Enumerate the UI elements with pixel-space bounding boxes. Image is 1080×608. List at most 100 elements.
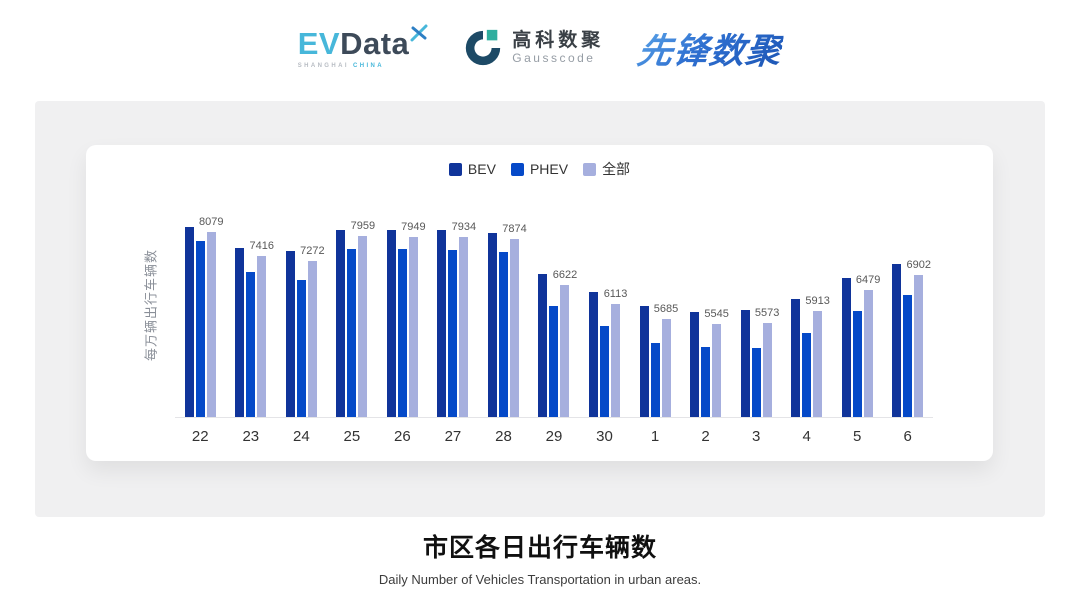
bar-PHEV-30 (600, 326, 610, 417)
page-title: 市区各日出行车辆数 (422, 534, 657, 562)
bar-PHEV-24 (296, 280, 306, 417)
bar-BEV-4 (791, 299, 801, 417)
x-tick-25: 25 (343, 428, 361, 445)
bar-全部-27 (459, 237, 469, 417)
evdata-tagline-china: CHINA (352, 62, 384, 69)
y-axis-title: 每万辆出行车辆数 (143, 248, 159, 362)
bar-PHEV-29 (549, 306, 559, 417)
bar-PHEV-1 (650, 343, 660, 417)
gausscode-name-en: Gausscode (512, 51, 596, 66)
bar-BEV-24 (285, 251, 295, 417)
pioneer-logo: 先锋数聚 (635, 23, 786, 74)
gausscode-logo: 高科数聚 Gausscode (462, 27, 604, 69)
bar-全部-24 (307, 261, 317, 417)
legend-item-BEV[interactable]: BEV (448, 161, 496, 177)
bar-BEV-27 (437, 230, 447, 417)
legend-label: 全部 (602, 161, 631, 177)
bar-全部-25 (358, 236, 368, 417)
bar-全部-30 (611, 304, 621, 417)
bar-全部-2 (712, 324, 722, 417)
bar-group-25: 7959 (327, 192, 378, 417)
gausscode-text: 高科数聚 Gausscode (512, 30, 604, 66)
gausscode-g-icon (466, 29, 501, 66)
value-label-30: 6113 (603, 288, 628, 300)
x-tick-6: 6 (903, 428, 912, 445)
bar-全部-1 (661, 319, 671, 417)
bar-BEV-3 (740, 310, 750, 417)
bar-PHEV-26 (397, 249, 407, 417)
value-label-5: 6479 (855, 274, 881, 286)
bar-BEV-2 (690, 312, 700, 417)
legend-label: PHEV (529, 161, 569, 177)
bar-全部-29 (560, 285, 570, 417)
x-tick-26: 26 (394, 428, 411, 445)
evdata-logo: EV Data SHANGHAI CHINA (297, 24, 429, 69)
bar-group-23: 7416 (226, 192, 277, 417)
bar-group-24: 7272 (276, 192, 327, 417)
evdata-tagline: SHANGHAI CHINA (298, 63, 429, 69)
value-label-24: 7272 (300, 245, 325, 257)
x-tick-27: 27 (444, 428, 462, 445)
legend-label: BEV (467, 161, 496, 177)
x-tick-28: 28 (495, 428, 512, 445)
evdata-data-text: Data (340, 25, 410, 61)
value-label-2: 5545 (704, 308, 729, 320)
bar-BEV-1 (639, 306, 649, 417)
legend-swatch-全部 (583, 162, 597, 176)
bar-group-29: 6622 (529, 192, 580, 417)
bar-PHEV-2 (701, 347, 711, 417)
x-tick-23: 23 (242, 428, 260, 445)
bar-PHEV-22 (195, 241, 205, 417)
bar-PHEV-4 (802, 333, 812, 417)
bar-全部-28 (509, 239, 519, 417)
legend-swatch-BEV (448, 162, 462, 176)
legend-swatch-PHEV (510, 162, 524, 176)
bar-group-1: 5685 (630, 192, 681, 417)
x-tick-29: 29 (545, 428, 563, 445)
chart-card: BEV PHEV 全部 每万辆出行车辆数 8079 7416 7272 7959 7949 7… (86, 145, 993, 461)
gausscode-name-cn: 高科数聚 (512, 30, 605, 52)
value-label-1: 5685 (653, 303, 679, 315)
bar-全部-4 (813, 311, 823, 417)
x-tick-4: 4 (802, 428, 811, 445)
evdata-ev-text: EV (297, 25, 341, 61)
value-label-28: 7874 (502, 223, 527, 235)
bar-全部-5 (863, 290, 873, 417)
value-label-4: 5913 (805, 295, 830, 307)
bar-全部-6 (914, 275, 924, 417)
bar-PHEV-3 (751, 348, 761, 417)
x-tick-30: 30 (596, 428, 613, 445)
bar-BEV-28 (487, 233, 497, 417)
chart-panel: BEV PHEV 全部 每万辆出行车辆数 8079 7416 7272 7959 7949 7… (35, 101, 1045, 517)
bar-全部-3 (762, 323, 772, 417)
x-tick-1: 1 (650, 428, 660, 445)
value-label-23: 7416 (249, 240, 275, 252)
bar-BEV-26 (386, 230, 396, 417)
bar-BEV-30 (589, 292, 599, 417)
legend-item-PHEV[interactable]: PHEV (510, 161, 569, 177)
brand-header: EV Data SHANGHAI CHINA 高科数聚 Gausscode 先锋数 (0, 0, 1080, 96)
bar-BEV-6 (892, 264, 902, 417)
bar-plot: 8079 7416 7272 7959 7949 7934 7874 6622 6113 5685… (175, 192, 933, 418)
value-label-3: 5573 (754, 307, 780, 319)
bar-PHEV-23 (246, 272, 256, 417)
x-tick-5: 5 (853, 428, 862, 445)
bar-BEV-25 (336, 230, 346, 417)
bar-group-26: 7949 (377, 192, 428, 417)
bar-PHEV-6 (903, 295, 913, 417)
bar-PHEV-5 (852, 311, 862, 417)
x-tick-2: 2 (701, 428, 710, 445)
bar-PHEV-25 (347, 249, 357, 417)
value-label-27: 7934 (451, 221, 477, 233)
legend-item-全部[interactable]: 全部 (583, 159, 630, 179)
bar-BEV-5 (841, 278, 851, 417)
bar-BEV-22 (184, 227, 194, 417)
value-label-6: 6902 (906, 259, 931, 271)
bar-PHEV-28 (498, 252, 508, 417)
bar-group-30: 6113 (579, 192, 630, 417)
chart-legend: BEV PHEV 全部 (86, 159, 993, 179)
bar-group-4: 5913 (781, 192, 832, 417)
value-label-22: 8079 (199, 216, 224, 228)
evdata-tagline-shanghai: SHANGHAI (297, 62, 349, 69)
